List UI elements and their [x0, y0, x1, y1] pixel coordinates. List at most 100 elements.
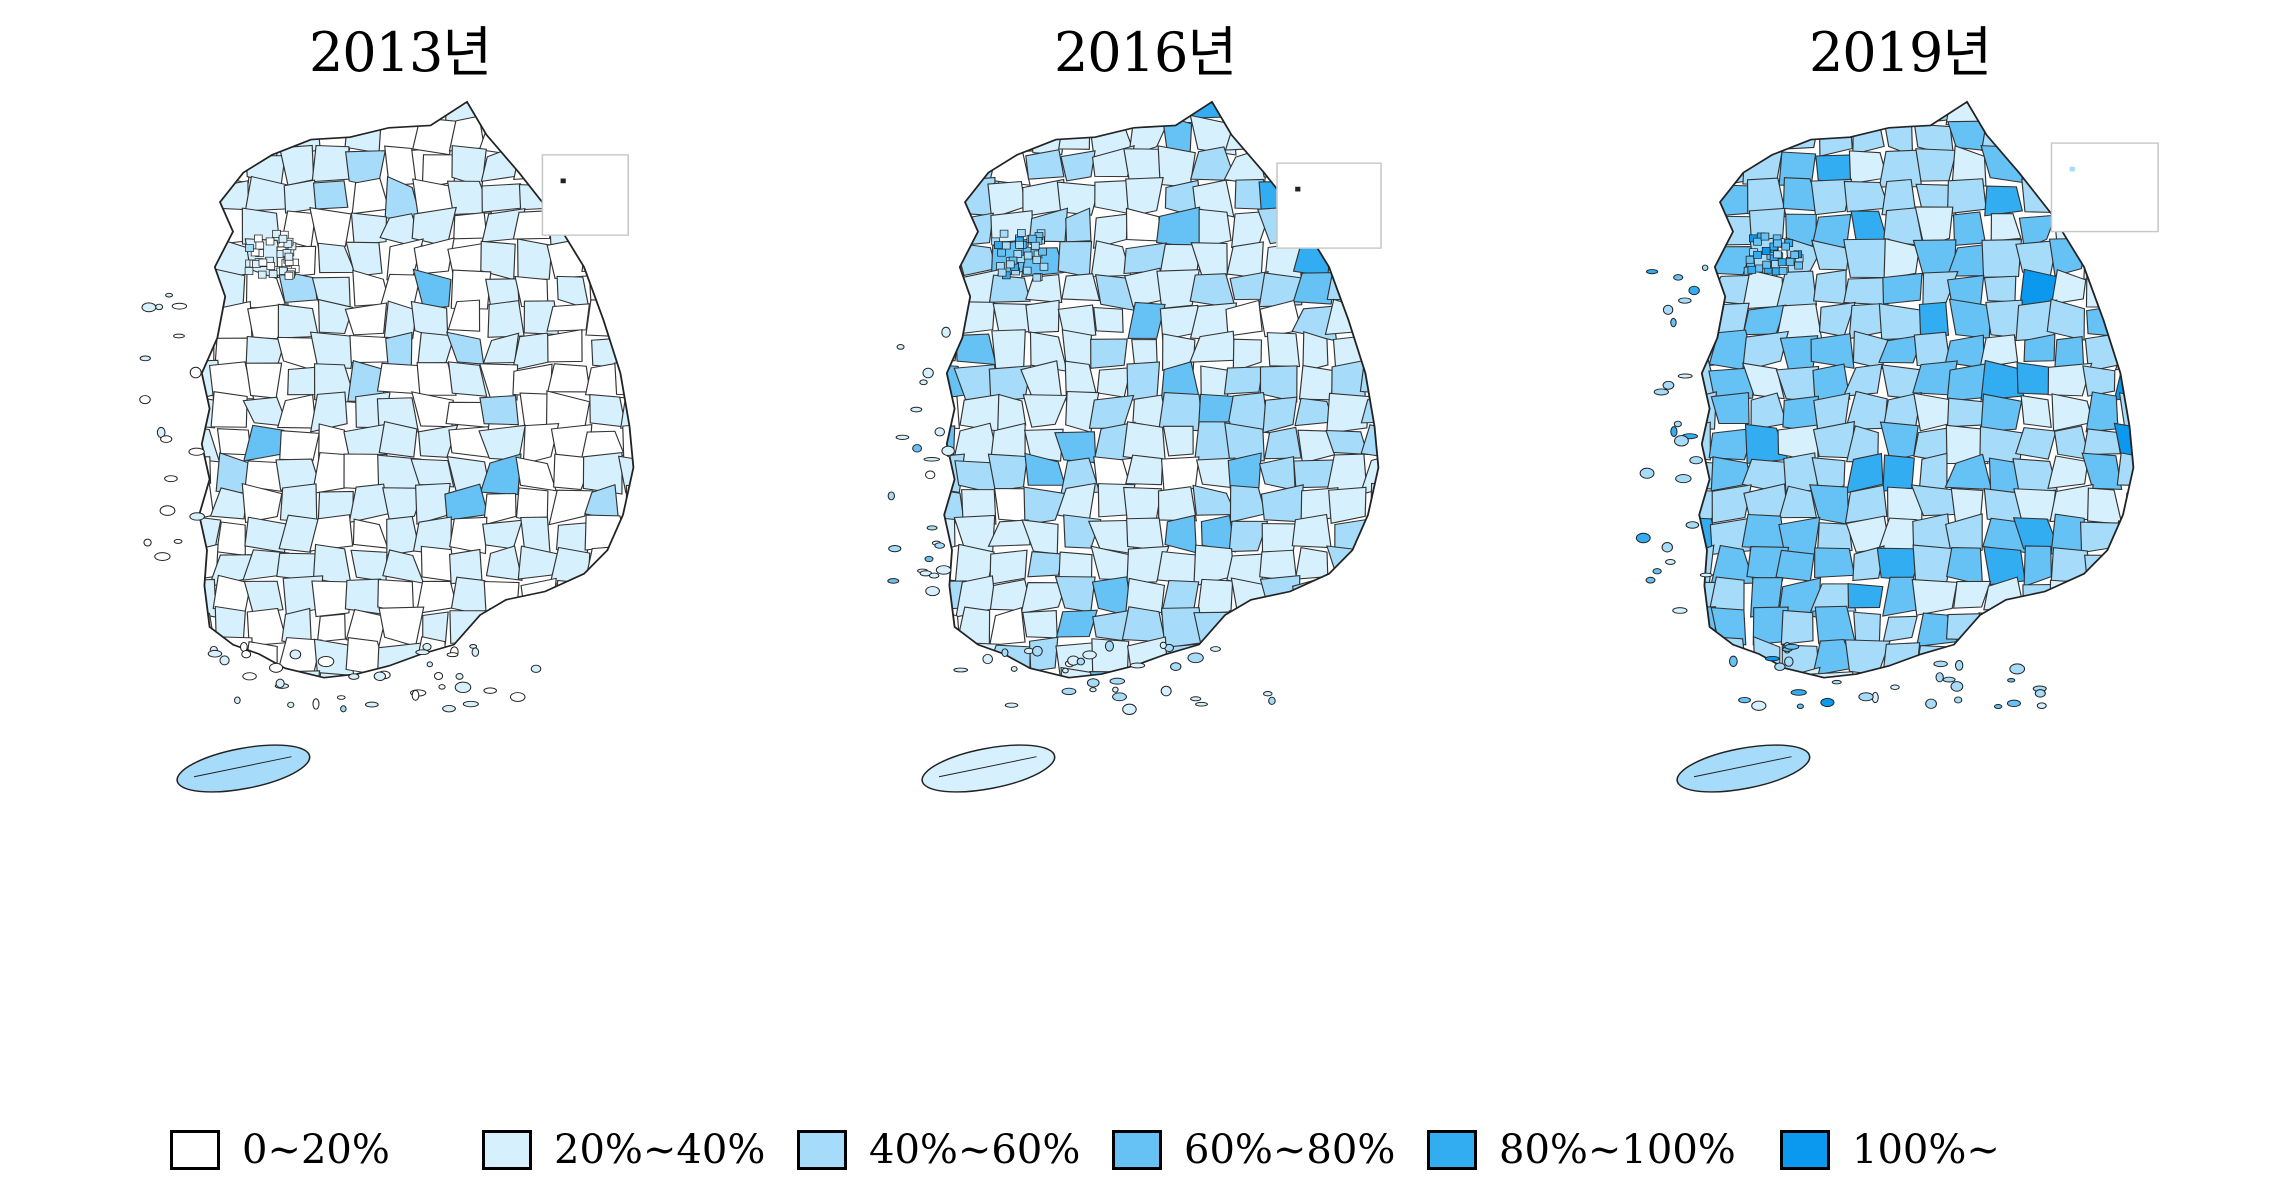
district-region	[410, 458, 455, 488]
district-region	[1699, 121, 1717, 156]
district-region	[1302, 331, 1329, 373]
district-region	[199, 114, 211, 153]
district-region	[1265, 101, 1302, 120]
district-region	[199, 425, 221, 463]
district-region	[2121, 546, 2134, 586]
legend-item: 40%~60%	[797, 1118, 1080, 1182]
district-region	[1058, 117, 1091, 150]
district-region	[1844, 639, 1891, 676]
district-region	[987, 519, 1031, 547]
district-region	[246, 607, 288, 647]
island	[1751, 700, 1767, 711]
district-region	[450, 269, 492, 310]
district-region	[1946, 547, 1984, 586]
district-region	[218, 674, 250, 678]
district-region	[1699, 299, 1721, 338]
district-region	[1062, 101, 1101, 122]
island	[155, 303, 164, 311]
capital-district	[1038, 247, 1047, 256]
district-region	[545, 101, 587, 125]
legend-swatch	[797, 1130, 847, 1170]
district-region	[344, 578, 384, 615]
district-region	[1360, 424, 1379, 461]
district-region	[591, 337, 627, 369]
island	[207, 649, 223, 658]
capital-district	[1022, 266, 1032, 275]
district-region	[582, 668, 628, 678]
district-region	[589, 394, 627, 428]
capital-district	[1790, 250, 1799, 259]
district-region	[413, 237, 455, 275]
jeju-island	[921, 744, 1056, 793]
district-region	[2113, 422, 2134, 459]
district-region	[1945, 424, 1989, 465]
district-region	[1023, 428, 1064, 462]
district-region	[312, 180, 349, 210]
district-region	[1741, 362, 1785, 400]
district-region	[349, 334, 390, 364]
district-region	[1708, 367, 1755, 401]
district-region	[1882, 454, 1915, 492]
district-region	[199, 543, 219, 582]
island	[1670, 426, 1678, 437]
district-region	[944, 210, 962, 250]
district-region	[2084, 554, 2121, 585]
island	[1086, 678, 1100, 688]
capital-district	[1781, 242, 1790, 251]
district-region	[1028, 636, 1059, 672]
district-region	[1025, 273, 1063, 304]
district-region	[1326, 545, 1373, 587]
legend-label: 60%~80%	[1184, 1127, 1396, 1173]
district-region	[1978, 101, 2021, 124]
district-region	[1260, 484, 1304, 523]
capital-district	[1002, 241, 1011, 250]
capital-district	[1760, 232, 1770, 241]
island	[454, 681, 472, 694]
district-region	[1359, 670, 1379, 678]
district-region	[1228, 520, 1269, 553]
district-region	[1699, 675, 1718, 678]
district-region	[199, 269, 217, 307]
district-region	[547, 673, 585, 678]
district-region	[344, 302, 388, 336]
district-region	[1089, 671, 1136, 678]
island	[160, 435, 173, 443]
island	[1109, 677, 1126, 685]
capital-district	[1773, 239, 1782, 248]
district-region	[1298, 364, 1335, 401]
district-region	[2022, 149, 2051, 187]
district-region	[2053, 641, 2091, 674]
island	[1820, 697, 1835, 708]
district-region	[1741, 330, 1790, 372]
island	[348, 673, 360, 680]
capital-district	[1794, 261, 1803, 270]
district-region	[1366, 516, 1379, 557]
capital-district	[1017, 229, 1026, 237]
district-region	[278, 514, 321, 553]
district-region	[1952, 211, 1987, 246]
district-region	[2047, 362, 2093, 397]
capital-district	[284, 252, 294, 261]
island	[1645, 269, 1659, 275]
district-region	[316, 672, 355, 678]
legend-item: 20%~40%	[482, 1118, 765, 1182]
island	[1796, 703, 1804, 710]
district-region	[1125, 454, 1164, 486]
district-region	[944, 637, 962, 673]
district-region	[279, 144, 315, 186]
district-region	[1296, 101, 1337, 122]
district-region	[1189, 273, 1237, 309]
district-region	[1947, 120, 1986, 151]
district-region	[381, 673, 418, 678]
district-region	[1364, 244, 1379, 280]
island	[934, 427, 945, 437]
district-region	[208, 361, 255, 400]
panel-title: 2013년	[308, 21, 492, 84]
island	[2006, 699, 2021, 708]
island	[1953, 696, 1963, 704]
capital-district	[250, 248, 260, 257]
district-region	[513, 101, 554, 125]
island	[1689, 456, 1703, 465]
island	[1082, 650, 1097, 660]
district-region	[277, 394, 317, 429]
